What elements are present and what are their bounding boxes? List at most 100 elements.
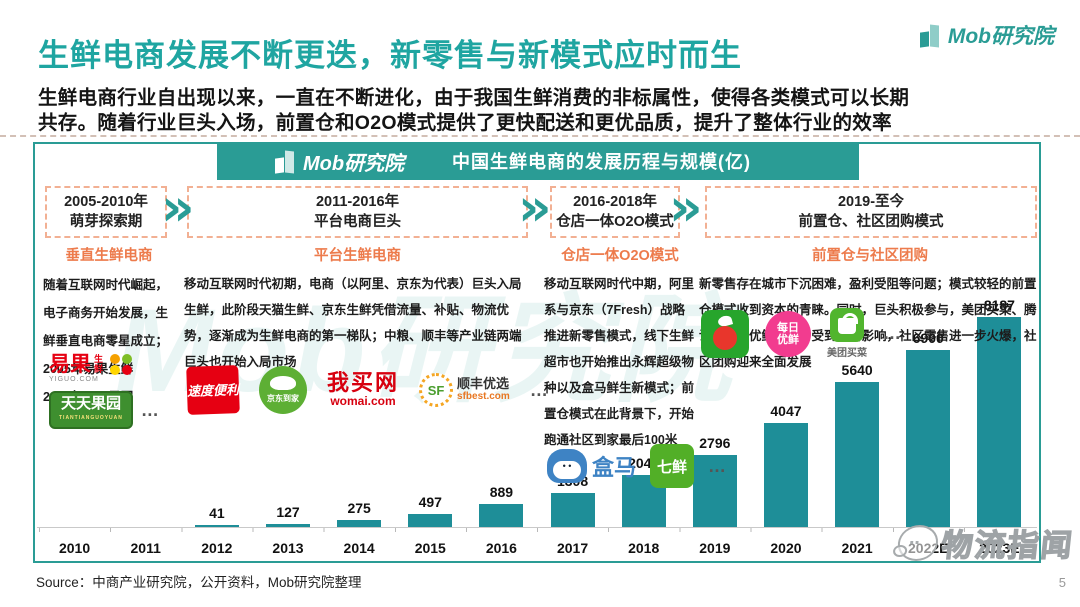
jd-daojia-text: 京东到家 [267, 394, 299, 403]
year-label: 2013 [272, 540, 304, 556]
stage-label: 平台电商巨头 [314, 214, 401, 230]
bar-slot: 8187 [964, 297, 1035, 527]
year-label: 2020 [770, 540, 802, 556]
shopping-bag-icon [830, 308, 864, 342]
mob-logo-text: Mob研究院 [947, 25, 1054, 48]
x-axis-labels: 2010 2011 2012 2013 2014 2015 2016 2017 2018 2019… [39, 540, 1035, 556]
meituan-maicai-text: 美团买菜 [827, 348, 867, 359]
stage-label: 前置仓、社区团购模式 [798, 214, 944, 230]
intro-line-2: 共存。随着行业巨头入场，前置仓和O2O模式提供了更快配送和更优品质，提升了整体行… [38, 112, 892, 134]
sfbest-logo: SF 顺丰优选 sfbest.com [419, 373, 510, 407]
bar-slot: 5640 [822, 362, 893, 527]
womai-logo: 我买网 womai.com [327, 372, 399, 409]
yiguo-logo-subtext: 生鲜 [94, 354, 104, 374]
bar-slot: 127 [252, 504, 323, 527]
bar [194, 525, 239, 527]
panel-mob-logo-text: Mob研究院 [303, 152, 405, 175]
bar-value-label: 889 [489, 484, 514, 500]
column-platform-ecommerce: 平台生鲜电商 移动互联网时代初期，电商（以阿里、京东为代表）巨头入局生鲜，此阶段… [184, 244, 531, 375]
column-title: 仓店一体O2O模式 [561, 248, 679, 264]
bar-value-label: 2796 [699, 435, 731, 451]
bar [337, 520, 382, 527]
column-text: 移动互联网时代中期，阿里系与京东（7Fresh）战略推进新零售模式，线下生鲜超市… [544, 277, 695, 447]
bar-slot: 4047 [750, 403, 821, 527]
bar-slot: 889 [466, 484, 537, 527]
bar [692, 455, 737, 527]
hema-logo: 盒马 [547, 449, 636, 483]
bar-slot: 275 [324, 500, 395, 527]
stage-label: 萌芽探索期 [69, 214, 143, 230]
missfresh-text-2: 优鲜 [777, 333, 799, 346]
sfbest-logo-text: 顺丰优选 [457, 376, 510, 391]
speech-bubble-icon [896, 524, 940, 561]
chevron-right-icon: » [518, 178, 551, 238]
panel-mob-logo: Mob研究院 [275, 147, 404, 176]
radish-icon [713, 325, 737, 350]
column-title: 垂直生鲜电商 [65, 248, 153, 264]
sfbest-logo-url: sfbest.com [457, 391, 510, 402]
watermark-wuliuzhiwen: 物流指闻 [896, 520, 1077, 565]
bar-slot: 497 [395, 494, 466, 527]
bar-value-label: 4047 [770, 403, 802, 419]
x-axis-line [37, 527, 1037, 528]
bar-value-label: 41 [209, 505, 225, 521]
column-o2o-mode: 仓店一体O2O模式 移动互联网时代中期，阿里系与京东（7Fresh）战略推进新零… [544, 244, 696, 453]
stage-period: 2011-2016年 [315, 194, 400, 210]
jd-horse-icon [270, 376, 296, 390]
column-title: 前置仓与社区团购 [812, 248, 928, 264]
bar-slot: 41 [181, 505, 252, 527]
page-number: 5 [1058, 575, 1066, 590]
womai-logo-url: womai.com [330, 394, 396, 408]
timeline-stage-4: 2019-至今 前置仓、社区团购模式 [705, 186, 1037, 238]
timeline-stage-2: 2011-2016年 平台电商巨头 [187, 186, 528, 238]
sf-sun-icon: SF [419, 373, 454, 407]
bar-value-label: 6900 [912, 330, 944, 346]
missfresh-text-1: 每日 [777, 321, 799, 334]
bar-value-label: 8187 [983, 297, 1015, 313]
logos-stage-3: 盒马 七鲜 … [547, 444, 727, 488]
bar-value-label: 497 [418, 494, 442, 510]
yiguo-dots-icon [110, 354, 133, 375]
tiantian-guoyuan-logo: 天天果园 TIANTIANGUOYUAN [49, 391, 133, 429]
panel-title-bar: Mob研究院 中国生鲜电商的发展历程与规模(亿) [217, 142, 859, 180]
timeline-stage-3: 2016-2018年 仓店一体O2O模式 [550, 186, 680, 238]
stage-label: 仓店一体O2O模式 [556, 214, 674, 230]
yiguo-fresh-logo: 易果 生鲜 YIGUO.COM [49, 354, 133, 383]
bar-value-label: 5640 [841, 362, 873, 378]
chevron-right-icon: » [669, 178, 702, 238]
main-panel: Mob研究院 Mob研究院 中国生鲜电商的发展历程与规模(亿) 2005-201… [33, 142, 1041, 563]
bar [265, 524, 310, 527]
tiantian-logo-subtext: TIANTIANGUOYUAN [59, 415, 123, 421]
intro-paragraph: 生鲜电商行业自出现以来，一直在不断进化，由于我国生鲜消费的非标属性，使得各类模式… [38, 86, 1048, 136]
year-label: 2014 [343, 540, 375, 556]
bar [479, 504, 524, 527]
meituan-maicai-logo: 美团买菜 [827, 308, 867, 359]
building-icon [275, 149, 297, 174]
logos-stage-4: 每日 优鲜 美团买菜 … [701, 308, 902, 359]
ellipsis-icon: … [140, 399, 160, 420]
x-axis-ticks [39, 528, 1035, 532]
bar-chart: 4112727549788913082046279640475640690081… [39, 265, 1035, 527]
stage-period: 2005-2010年 [64, 194, 148, 210]
yiguo-logo-url: YIGUO.COM [49, 376, 99, 383]
source-note: Source：中商产业研究院，公开资料，Mob研究院整理 [36, 575, 362, 590]
page-title: 生鲜电商发展不断更迭，新零售与新模式应时而生 [38, 38, 742, 73]
dashed-divider [0, 135, 1080, 137]
year-label: 2023E [979, 540, 1020, 556]
logos-stage-1: 易果 生鲜 YIGUO.COM 天天果园 TIANTIANGUOYUAN … [49, 354, 160, 429]
bar [763, 423, 808, 527]
year-label: 2017 [556, 540, 589, 556]
bar [408, 514, 453, 527]
year-label: 2021 [841, 540, 873, 556]
bar-slot: 6900 [893, 330, 964, 527]
stage-period: 2019-至今 [837, 194, 905, 210]
missfresh-logo: 每日 优鲜 [765, 310, 811, 357]
bar [906, 350, 951, 527]
ellipsis-icon: … [529, 379, 549, 400]
logos-stage-2: 速度便利 京东到家 我买网 womai.com SF 顺丰优选 sfbest.c… [186, 365, 549, 415]
year-label: 2015 [414, 540, 446, 556]
mob-institute-logo: Mob研究院 [919, 20, 1054, 50]
stage-period: 2016-2018年 [573, 194, 657, 210]
column-title: 平台生鲜电商 [314, 248, 401, 264]
bar-value-label: 275 [347, 500, 371, 516]
